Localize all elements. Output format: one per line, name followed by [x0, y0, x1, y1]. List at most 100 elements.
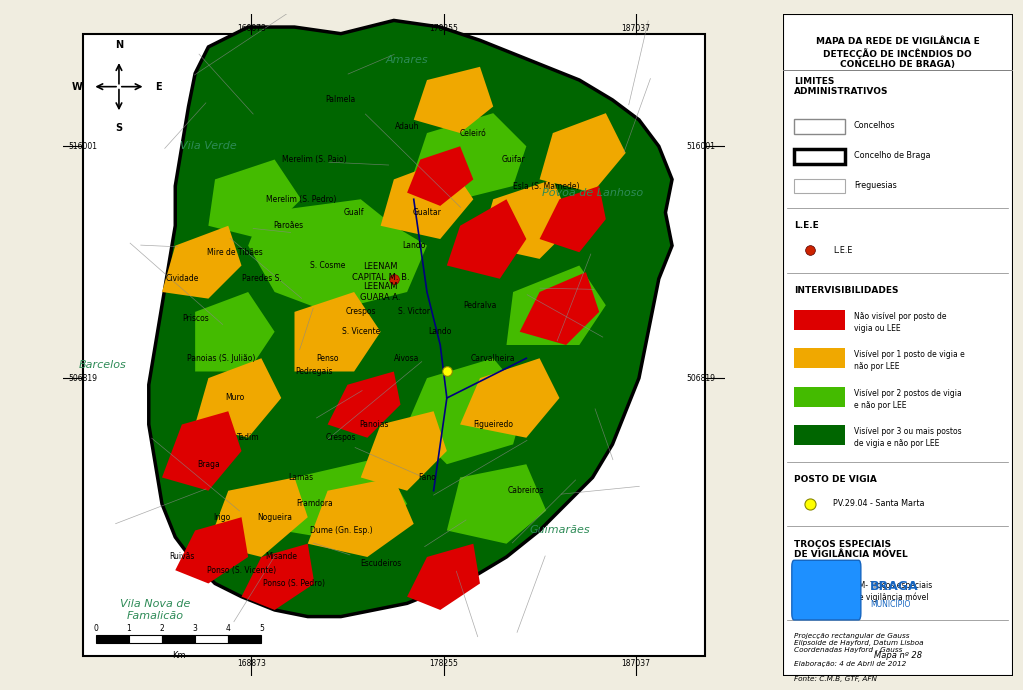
Polygon shape	[520, 272, 599, 345]
Polygon shape	[539, 113, 626, 193]
Text: Paredes S.: Paredes S.	[241, 274, 281, 284]
Text: Priscos: Priscos	[182, 314, 209, 323]
Text: LEENAM
CAPITAL M. B.: LEENAM CAPITAL M. B.	[352, 262, 409, 282]
Bar	[195, 635, 228, 643]
Text: Gualtar: Gualtar	[412, 208, 441, 217]
Text: Crespos: Crespos	[346, 307, 376, 317]
Polygon shape	[295, 292, 381, 371]
Text: Escudeiros: Escudeiros	[360, 559, 401, 568]
Text: L.E.E: L.E.E	[833, 246, 852, 255]
Text: W: W	[72, 81, 83, 92]
Text: 187037: 187037	[621, 23, 651, 32]
Text: TROÇOS ESPECIAIS
DE VIGILÂNCIA MÓVEL: TROÇOS ESPECIAIS DE VIGILÂNCIA MÓVEL	[794, 540, 907, 559]
Text: Irigo: Irigo	[213, 513, 230, 522]
Text: Dume (Gn. Esp.): Dume (Gn. Esp.)	[310, 526, 372, 535]
Text: 168873: 168873	[237, 659, 266, 668]
Bar	[228, 635, 261, 643]
Polygon shape	[209, 159, 301, 239]
Text: Guifar: Guifar	[501, 155, 525, 164]
Text: 516001: 516001	[68, 141, 97, 151]
Text: Aivosa: Aivosa	[395, 354, 419, 363]
Text: 178255: 178255	[429, 23, 458, 32]
FancyBboxPatch shape	[792, 560, 861, 620]
Text: Pedregais: Pedregais	[296, 367, 333, 376]
Text: Póvoa de Lanhoso: Póvoa de Lanhoso	[542, 188, 643, 197]
Text: Palmela: Palmela	[325, 95, 356, 104]
Text: 3: 3	[192, 624, 197, 633]
Text: TM- Troços especiais: TM- Troços especiais	[854, 581, 932, 590]
Text: vigia ou LEE: vigia ou LEE	[854, 324, 900, 333]
Text: de vigilância móvel: de vigilância móvel	[854, 593, 929, 602]
Polygon shape	[413, 113, 527, 199]
Text: Merelim (S. Paio): Merelim (S. Paio)	[282, 155, 347, 164]
Text: e não por LEE: e não por LEE	[854, 401, 906, 410]
Bar	[794, 119, 845, 134]
Text: LIMITES
ADMINISTRATIVOS: LIMITES ADMINISTRATIVOS	[794, 77, 889, 96]
Text: Panoias: Panoias	[359, 420, 389, 429]
Text: 516001: 516001	[686, 141, 715, 151]
Text: Esla (S. Mamede): Esla (S. Mamede)	[513, 181, 579, 190]
Text: Framdora: Framdora	[296, 500, 332, 509]
Polygon shape	[249, 199, 427, 312]
Polygon shape	[413, 67, 493, 133]
Text: Concelhos: Concelhos	[854, 121, 895, 130]
Text: Visível por 2 postos de vigia: Visível por 2 postos de vigia	[854, 389, 962, 398]
Text: Cividade: Cividade	[165, 274, 198, 284]
Polygon shape	[281, 457, 407, 544]
Text: Pedralva: Pedralva	[463, 301, 496, 310]
Text: E: E	[155, 81, 162, 92]
Polygon shape	[148, 21, 672, 617]
Bar	[794, 348, 845, 368]
Text: Ruivãs: Ruivãs	[169, 553, 194, 562]
Polygon shape	[407, 146, 474, 206]
Polygon shape	[195, 292, 274, 371]
Text: Carvalheira: Carvalheira	[471, 354, 516, 363]
Text: BRAGA: BRAGA	[870, 580, 919, 593]
Polygon shape	[209, 477, 308, 557]
Text: Lamas: Lamas	[288, 473, 314, 482]
Polygon shape	[506, 266, 606, 345]
Text: Panoias (S. Julião): Panoias (S. Julião)	[187, 354, 256, 363]
Text: Figueiredo: Figueiredo	[474, 420, 514, 429]
Text: de vigia e não por LEE: de vigia e não por LEE	[854, 440, 939, 449]
Polygon shape	[175, 518, 249, 584]
Bar	[162, 635, 195, 643]
Text: não por LEE: não por LEE	[854, 362, 899, 371]
Text: Misande: Misande	[265, 553, 298, 562]
Bar	[794, 425, 845, 445]
Bar	[794, 386, 845, 406]
Text: S: S	[116, 123, 123, 133]
Text: Guimarães: Guimarães	[529, 526, 590, 535]
Text: MUNICÍPIO: MUNICÍPIO	[870, 600, 910, 609]
Polygon shape	[480, 179, 573, 259]
Text: Lando: Lando	[402, 241, 426, 250]
Text: Muro: Muro	[225, 393, 244, 402]
Text: PV.29.04 - Santa Marta: PV.29.04 - Santa Marta	[833, 500, 925, 509]
Text: Paroães: Paroães	[273, 221, 303, 230]
Text: 168873: 168873	[237, 23, 266, 32]
Polygon shape	[162, 226, 241, 299]
Bar	[794, 179, 845, 193]
Text: 5: 5	[259, 624, 264, 633]
Text: Vila Verde: Vila Verde	[180, 141, 236, 151]
Polygon shape	[407, 544, 480, 610]
Text: Gualf: Gualf	[344, 208, 364, 217]
Text: INTERVISIBILIDADES: INTERVISIBILIDADES	[794, 286, 898, 295]
Text: Não visível por posto de: Não visível por posto de	[854, 312, 946, 321]
Text: MAPA DA REDE DE VIGILÂNCIA E
DETECÇÃO DE INCÊNDIOS DO
CONCELHO DE BRAGA): MAPA DA REDE DE VIGILÂNCIA E DETECÇÃO DE…	[815, 37, 980, 69]
Text: S. Victor: S. Victor	[398, 307, 430, 317]
Text: 506819: 506819	[68, 373, 97, 383]
Polygon shape	[241, 544, 314, 610]
Text: Visível por 3 ou mais postos: Visível por 3 ou mais postos	[854, 427, 962, 436]
Text: Penso: Penso	[316, 354, 339, 363]
Polygon shape	[460, 358, 560, 437]
Text: Crespos: Crespos	[325, 433, 356, 442]
Text: Amares: Amares	[386, 55, 429, 65]
Text: Ponso (S. Pedro): Ponso (S. Pedro)	[264, 579, 325, 588]
Polygon shape	[447, 464, 546, 544]
Bar	[96, 635, 129, 643]
Text: Lando: Lando	[429, 327, 452, 336]
Text: 187037: 187037	[621, 659, 651, 668]
Text: Braga: Braga	[197, 460, 220, 469]
Text: 4: 4	[226, 624, 231, 633]
